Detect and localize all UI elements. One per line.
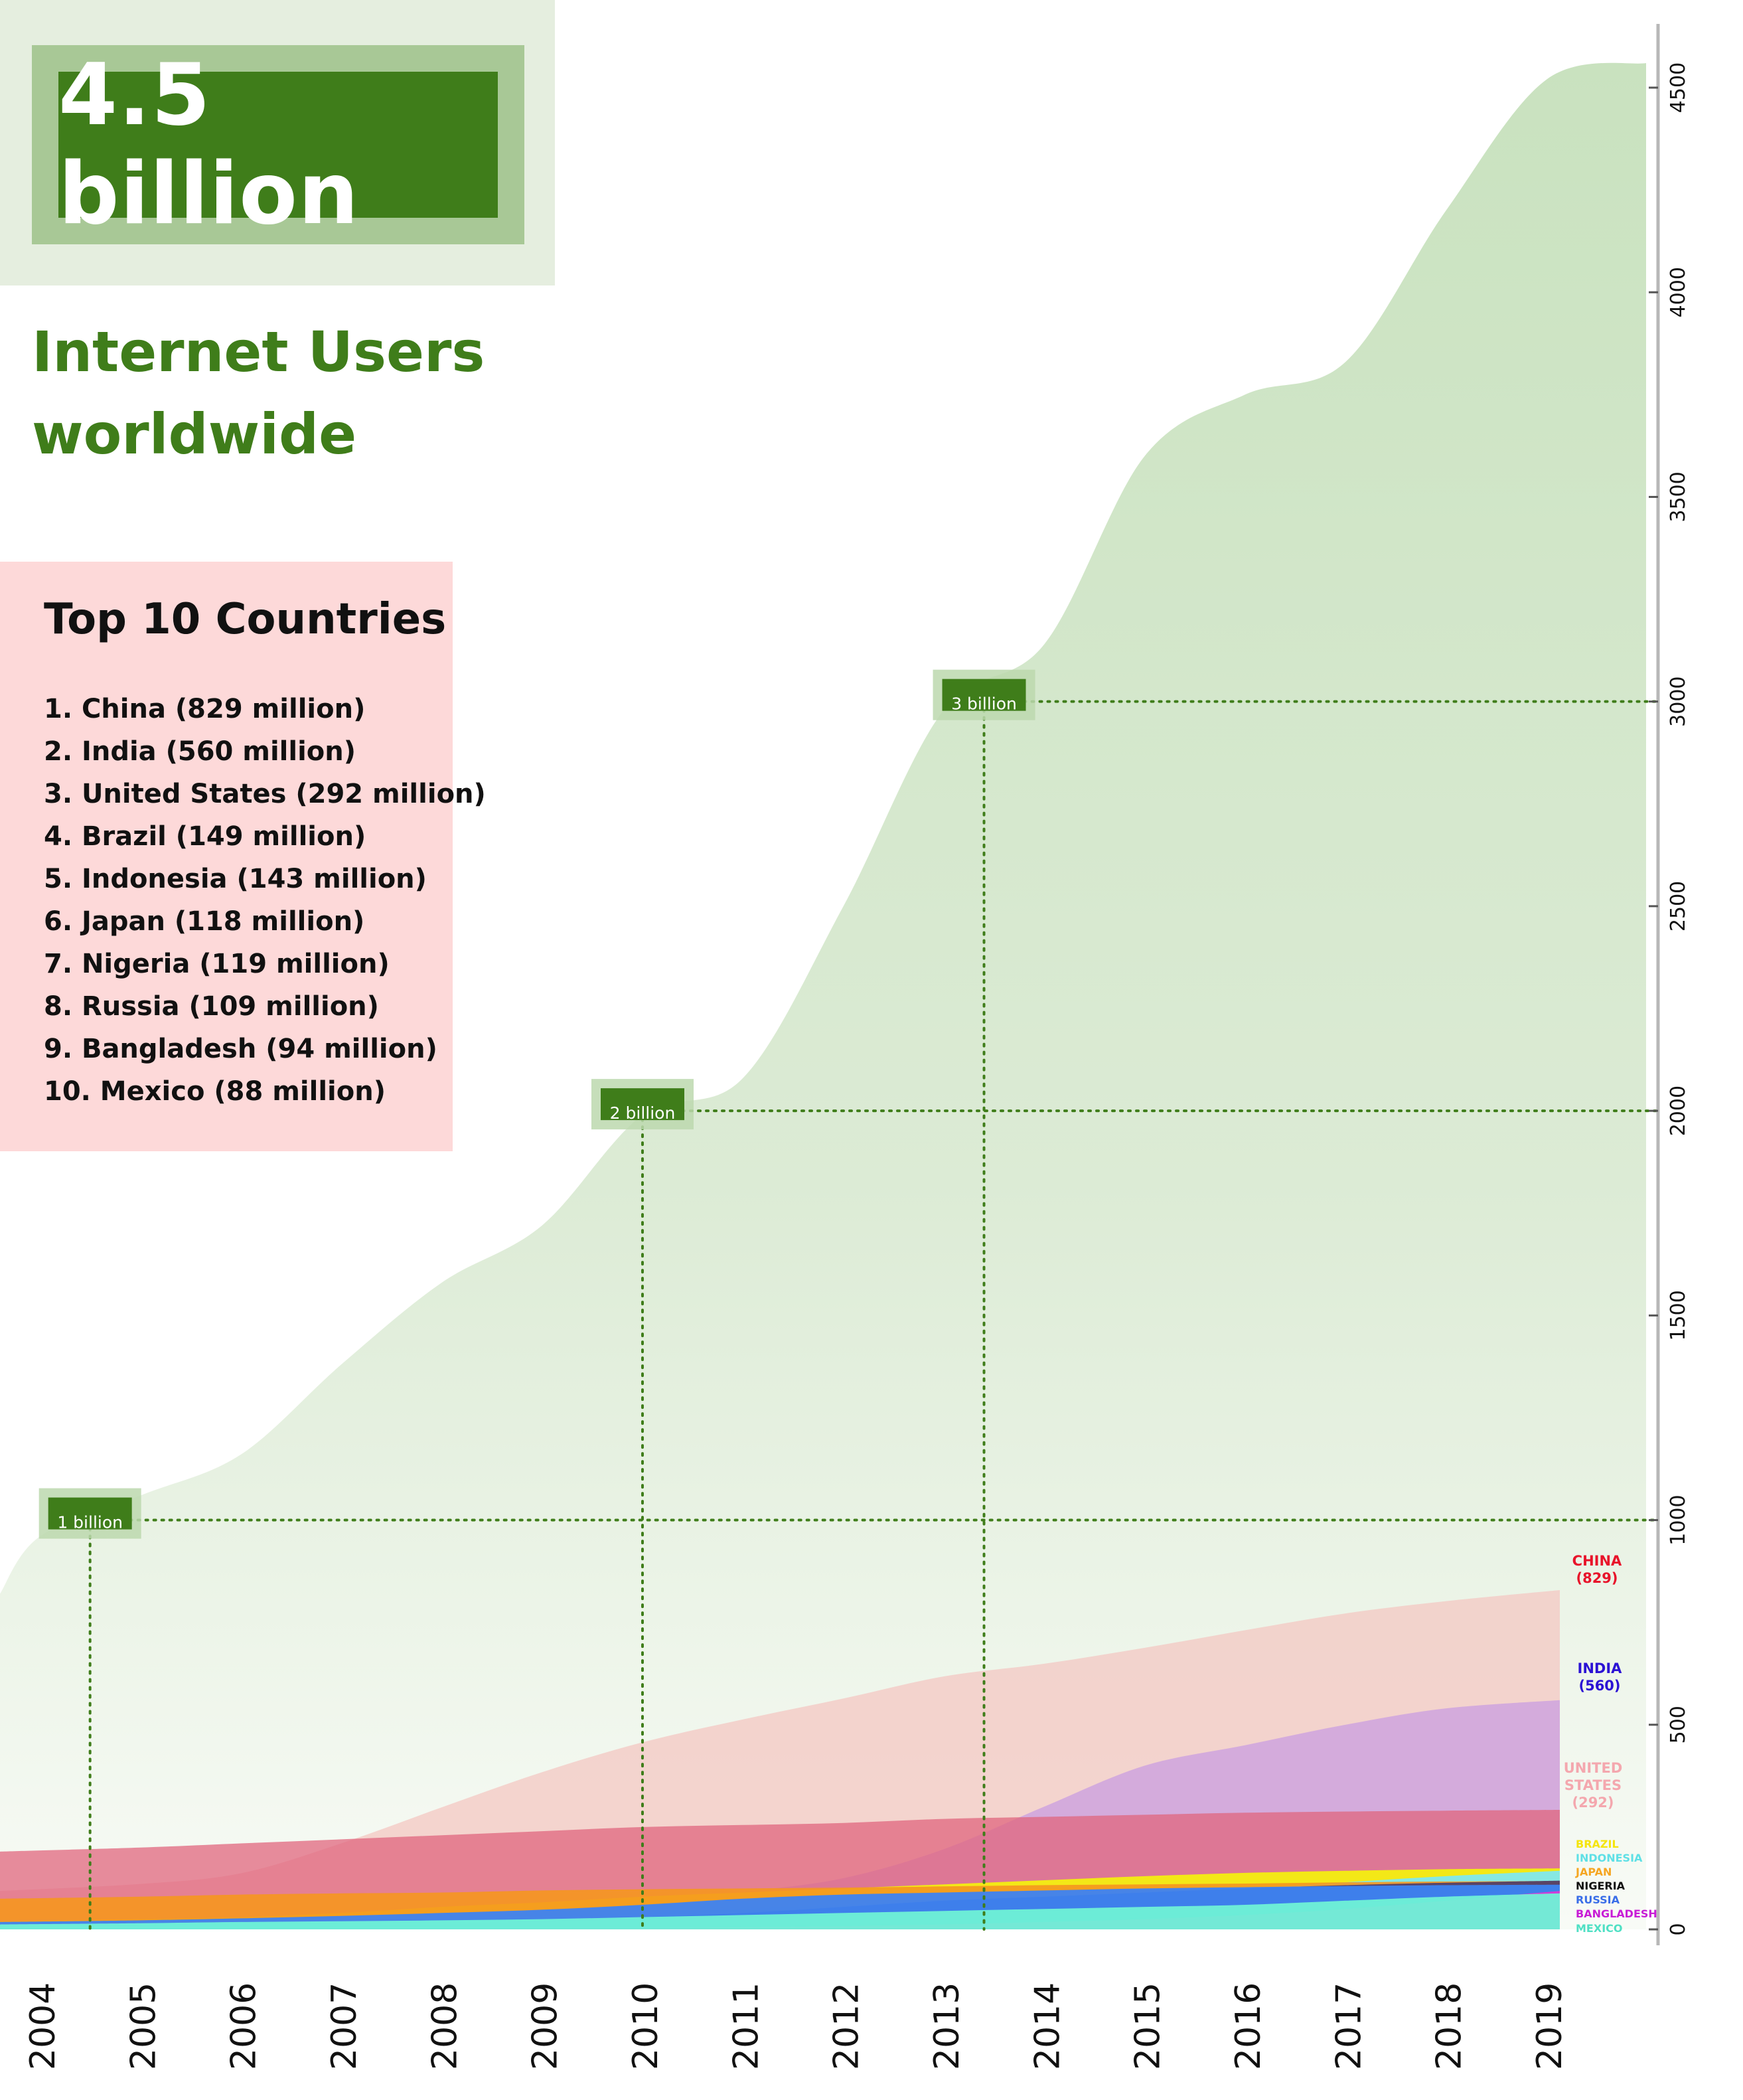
y-tick-label: 1500: [1667, 1290, 1690, 1340]
top-countries-panel: Top 10 Countries 1. China (829 million) …: [0, 562, 486, 1151]
country-label: INDONESIA: [1576, 1852, 1643, 1864]
list-item: 4. Brazil (149 million): [44, 821, 366, 852]
list-item: 7. Nigeria (119 million): [44, 949, 390, 979]
list-item: 8. Russia (109 million): [44, 991, 379, 1022]
x-tick-label: 2004: [23, 1982, 63, 2070]
x-tick-label: 2011: [726, 1982, 766, 2070]
country-label: JAPAN: [1575, 1866, 1612, 1878]
y-axis-layer: 0 500 1000 1500 2000 2500 3000 3500 4000 4500: [1649, 24, 1690, 1945]
country-label: NIGERIA: [1576, 1880, 1626, 1892]
milestone-box: [942, 679, 1026, 711]
x-tick-label: 2015: [1128, 1982, 1168, 2070]
y-tick-label: 4000: [1667, 267, 1690, 317]
list-item: 10. Mexico (88 million): [44, 1076, 386, 1107]
headline-box: 4.5 billion: [58, 46, 498, 244]
list-item: 9. Bangladesh (94 million): [44, 1034, 437, 1064]
country-label: BRAZIL: [1576, 1838, 1619, 1850]
x-tick-label: 2014: [1027, 1982, 1067, 2070]
country-label: MEXICO: [1576, 1922, 1622, 1935]
country-label: INDIA: [1578, 1660, 1623, 1676]
y-tick-label: 500: [1667, 1706, 1690, 1743]
milestone-guides-layer: 1 billion 2 billion 3 billion: [38, 669, 1659, 1931]
world-users-area: [0, 62, 1646, 1930]
x-tick-label: 2006: [224, 1982, 264, 2070]
y-tick-label: 3000: [1667, 676, 1690, 726]
headline-value: 4.5 billion: [58, 46, 360, 244]
y-tick-label: 0: [1667, 1923, 1690, 1935]
milestone-label: 2 billion: [610, 1103, 676, 1123]
country-label: BANGLADESH: [1576, 1907, 1657, 1920]
chart-title: Internet Users worldwide: [32, 311, 536, 475]
headline-panel: 4.5 billion: [0, 0, 555, 285]
x-tick-label: 2017: [1329, 1982, 1369, 2070]
country-label: STATES: [1564, 1777, 1622, 1793]
country-label: (292): [1572, 1795, 1614, 1811]
x-tick-label: 2008: [425, 1982, 465, 2070]
list-item: 1. China (829 million): [44, 694, 366, 724]
top-countries-heading: Top 10 Countries: [44, 595, 447, 644]
x-tick-label: 2012: [827, 1982, 867, 2070]
country-label: CHINA: [1572, 1553, 1622, 1569]
milestone-label: 3 billion: [951, 694, 1017, 714]
x-tick-label: 2010: [626, 1982, 666, 2070]
y-tick-label: 2500: [1667, 881, 1690, 931]
country-area-mexico: [0, 1893, 1560, 1929]
milestone-box: [48, 1497, 132, 1530]
country-areas-layer: [0, 1590, 1560, 1930]
x-tick-label: 2009: [526, 1982, 566, 2070]
country-label: (560): [1578, 1678, 1620, 1694]
x-tick-label: 2013: [927, 1982, 967, 2070]
list-item: 3. United States (292 million): [44, 779, 486, 809]
y-tick-label: 1000: [1667, 1494, 1690, 1545]
x-tick-label: 2018: [1430, 1982, 1470, 2070]
x-tick-label: 2005: [123, 1982, 163, 2070]
country-label: RUSSIA: [1576, 1894, 1620, 1906]
list-item: 2. India (560 million): [44, 736, 356, 767]
x-tick-label: 2019: [1530, 1982, 1570, 2070]
x-tick-label: 2016: [1229, 1982, 1268, 2070]
x-tick-label: 2007: [325, 1982, 364, 2070]
list-item: 5. Indonesia (143 million): [44, 864, 427, 894]
top-countries-list: 1. China (829 million) 2. India (560 mil…: [44, 688, 486, 1113]
world-area-layer: [0, 62, 1646, 1930]
country-label: (829): [1576, 1570, 1618, 1586]
list-item: 6. Japan (118 million): [44, 906, 365, 937]
milestone-label: 1 billion: [57, 1513, 123, 1532]
title-line-2: worldwide: [32, 402, 357, 467]
headline-frame: 4.5 billion: [32, 45, 524, 244]
y-tick-label: 3500: [1667, 471, 1690, 522]
title-line-1: Internet Users: [32, 319, 485, 384]
country-label: UNITED: [1564, 1760, 1623, 1776]
milestone-box: [601, 1088, 684, 1121]
x-axis-layer: 2004 2005 2006 2007 2008 2009 2010 2011 2012 2013…: [23, 1982, 1570, 2070]
y-tick-label: 4500: [1667, 62, 1690, 113]
y-tick-label: 2000: [1667, 1086, 1690, 1136]
